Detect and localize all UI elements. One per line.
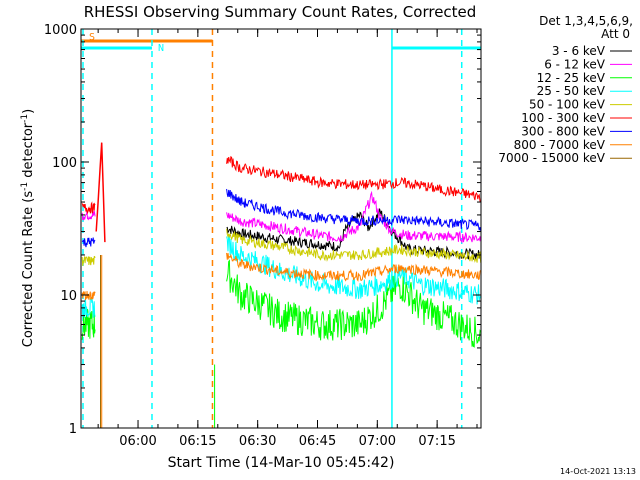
series-line [226,155,481,202]
legend-label: 6 - 12 keV [544,57,606,71]
x-tick-label: 06:30 [239,434,276,449]
series-line-pre [81,210,96,221]
y-tick-label: 100 [52,156,77,171]
series-line-pre [81,296,96,319]
y-tick-label: 1 [69,422,77,437]
x-tick-label: 06:45 [299,434,336,449]
timestamp: 14-Oct-2021 13:13 [560,467,636,476]
series-line [226,208,482,260]
legend-label: 3 - 6 keV [552,44,606,58]
x-tick-label: 06:15 [179,434,216,449]
legend-label: 800 - 7000 keV [514,138,606,152]
y-axis-label-end: ) [21,109,36,114]
legend-header-line-1: Det 1,3,4,5,6,9, [539,14,633,28]
y-axis-label: Corrected Count Rate (s-1 detector-1) [20,109,36,347]
x-axis-ticks: 06:00 06:15 06:30 06:45 07:00 07:15 [97,29,478,449]
series-line [226,259,482,348]
x-axis-label: Start Time (14-Mar-10 05:45:42) [168,455,395,471]
series-line-pre [81,237,96,248]
legend-label: 50 - 100 keV [529,98,606,112]
series-line-pre [81,201,96,215]
legend-label: 100 - 300 keV [521,111,605,125]
y-axis-label-main: Corrected Count Rate (s [21,191,36,348]
plot-frame [80,28,482,429]
flag-label: S [89,32,95,43]
series-line [226,252,482,282]
x-tick-label: 07:00 [359,434,396,449]
legend-label: 300 - 800 keV [521,124,605,138]
x-tick-label: 07:15 [418,434,455,449]
y-tick-label: 1000 [44,23,77,38]
flag-bars: SN [81,32,481,54]
chart-title: RHESSI Observing Summary Count Rates, Co… [84,3,477,21]
x-tick-label: 06:00 [119,434,156,449]
flag-label: N [158,43,164,54]
legend-label: 12 - 25 keV [537,71,606,85]
series-line-pre [81,291,96,301]
y-axis-label-sup-1: -1 [20,182,30,191]
series-line-pre [81,308,96,340]
legend-header-line-2: Att 0 [601,27,630,41]
series-line [226,188,482,231]
series-spike [95,142,106,243]
series-line [226,228,482,263]
series-line [226,190,482,244]
legend-label: 25 - 50 keV [537,84,606,98]
y-axis-ticks: 1 10 100 1000 [44,23,481,437]
legend-label: 7000 - 15000 keV [498,151,605,165]
y-axis-label-sup-2: -1 [20,114,30,123]
y-tick-label: 10 [60,289,77,304]
series-line [226,233,481,305]
y-axis-label-tail: detector [21,122,36,182]
series-layer [81,142,482,428]
series-line-pre [81,255,96,266]
